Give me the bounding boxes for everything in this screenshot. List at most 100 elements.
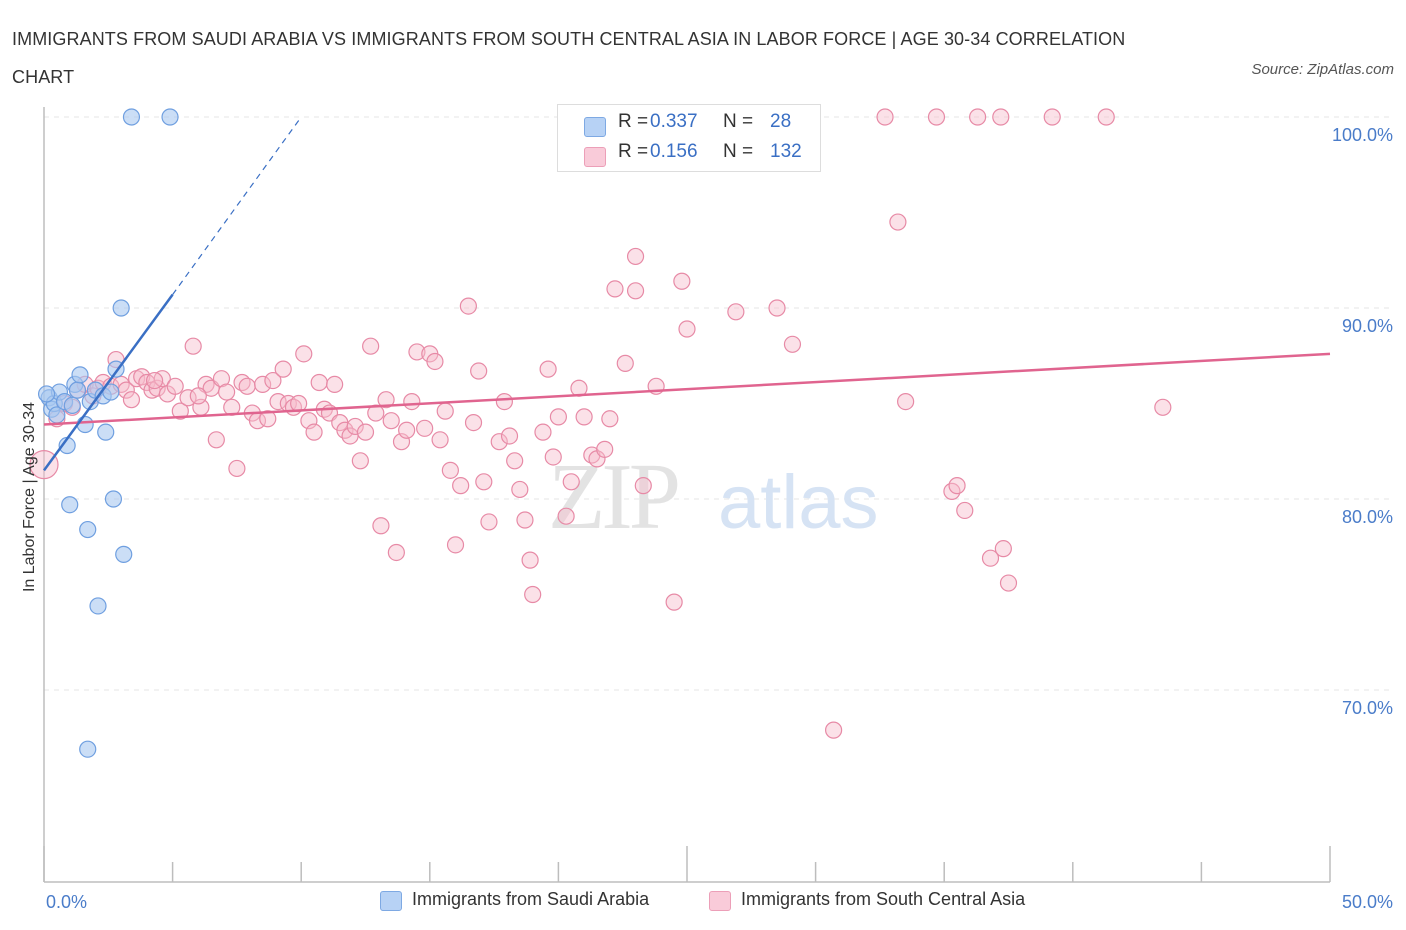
y-tick-label: 70.0%	[1342, 698, 1393, 718]
data-point-south-central-asia	[665, 593, 683, 611]
data-point-south-central-asia	[269, 392, 287, 411]
data-point-south-central-asia	[207, 431, 225, 449]
data-point-south-central-asia	[524, 585, 542, 604]
data-point-saudi-arabia	[79, 520, 97, 539]
data-point-south-central-asia	[264, 371, 282, 390]
y-tick-labels: 70.0% 80.0% 90.0% 100.0%	[1332, 125, 1393, 718]
data-point-south-central-asia	[500, 427, 519, 445]
legend-label: Immigrants from South Central Asia	[741, 889, 1026, 909]
data-point-south-central-asia	[470, 362, 488, 380]
legend-label: Immigrants from Saudi Arabia	[412, 889, 650, 909]
data-point-south-central-asia	[441, 461, 459, 479]
data-point-south-central-asia	[295, 345, 313, 363]
x-tick-label: 0.0%	[46, 892, 87, 912]
data-point-south-central-asia	[184, 337, 202, 355]
data-point-south-central-asia	[305, 423, 323, 441]
data-point-south-central-asia	[948, 477, 966, 495]
y-tick-label: 100.0%	[1332, 125, 1393, 145]
trend-line-south-central-asia	[43, 352, 1331, 426]
legend-swatch-blue	[380, 891, 402, 911]
r-label: R =	[618, 141, 649, 162]
data-point-south-central-asia	[557, 507, 575, 525]
gridlines	[44, 116, 1390, 691]
trend-lines	[42, 116, 1331, 472]
data-point-south-central-asia	[464, 414, 483, 432]
stats-legend: R = 0.337 N = 28 R = 0.156 N = 132	[557, 104, 821, 172]
data-point-south-central-asia	[1097, 108, 1115, 126]
trend-line-saudi-arabia-extrapolated	[172, 116, 302, 295]
data-point-south-central-asia	[122, 391, 141, 409]
data-point-south-central-asia	[346, 417, 364, 436]
data-point-south-central-asia	[616, 354, 634, 372]
series-south-central-asia	[29, 108, 1172, 739]
data-point-south-central-asia	[727, 303, 745, 321]
data-point-south-central-asia	[783, 335, 802, 353]
data-point-south-central-asia	[606, 280, 624, 298]
data-point-south-central-asia	[927, 108, 946, 126]
data-point-south-central-asia	[403, 392, 421, 411]
data-point-saudi-arabia	[71, 366, 89, 384]
data-point-south-central-asia	[382, 412, 400, 430]
chart-title: IMMIGRANTS FROM SAUDI ARABIA VS IMMIGRAN…	[12, 29, 1126, 87]
data-point-south-central-asia	[436, 402, 454, 420]
data-point-south-central-asia	[480, 513, 498, 531]
data-point-south-central-asia	[889, 213, 907, 231]
data-point-south-central-asia	[897, 392, 915, 411]
r-value: 0.337	[650, 111, 698, 132]
data-point-saudi-arabia	[68, 381, 87, 399]
legend-swatch-pink	[709, 891, 731, 911]
data-point-south-central-asia	[601, 410, 619, 428]
data-point-south-central-asia	[218, 383, 236, 401]
data-point-saudi-arabia	[76, 415, 94, 434]
data-point-south-central-asia	[228, 459, 246, 478]
data-point-south-central-asia	[562, 473, 580, 491]
data-point-south-central-asia	[274, 360, 292, 378]
data-point-saudi-arabia	[79, 740, 97, 758]
data-point-south-central-asia	[238, 377, 256, 395]
data-point-south-central-asia	[387, 543, 405, 562]
data-point-south-central-asia	[416, 419, 434, 437]
series-saudi-arabia	[37, 108, 179, 758]
data-point-south-central-asia	[310, 373, 328, 392]
n-value: 28	[770, 111, 792, 132]
data-point-saudi-arabia	[112, 299, 130, 317]
data-point-south-central-asia	[549, 408, 568, 426]
y-tick-label: 90.0%	[1342, 316, 1393, 336]
data-point-south-central-asia	[189, 387, 207, 405]
y-axis-label: In Labor Force | Age 30-34	[21, 402, 38, 592]
legend-swatch-blue	[584, 117, 606, 137]
data-point-saudi-arabia	[102, 383, 120, 401]
data-point-south-central-asia	[452, 477, 470, 495]
data-point-south-central-asia	[999, 574, 1018, 592]
data-point-south-central-asia	[166, 377, 184, 395]
n-label: N =	[723, 111, 754, 132]
x-tick-label: 50.0%	[1342, 892, 1393, 912]
data-point-saudi-arabia	[161, 108, 179, 126]
n-label: N =	[723, 141, 754, 162]
data-point-south-central-asia	[495, 392, 513, 411]
data-point-south-central-asia	[539, 360, 557, 378]
data-point-south-central-asia	[626, 247, 645, 266]
data-point-south-central-asia	[372, 517, 390, 535]
n-value: 132	[770, 141, 802, 162]
data-point-south-central-asia	[408, 343, 426, 361]
data-point-south-central-asia	[534, 423, 552, 441]
data-point-saudi-arabia	[115, 545, 133, 563]
data-point-south-central-asia	[596, 440, 614, 458]
data-point-south-central-asia	[426, 352, 444, 371]
data-point-saudi-arabia	[104, 490, 123, 508]
data-point-south-central-asia	[521, 551, 539, 569]
r-value: 0.156	[650, 141, 698, 162]
data-point-south-central-asia	[994, 540, 1012, 558]
legend-swatch-pink	[584, 147, 606, 167]
r-label: R =	[618, 111, 649, 132]
data-point-south-central-asia	[254, 375, 272, 393]
data-point-south-central-asia	[626, 282, 645, 300]
data-point-south-central-asia	[511, 480, 529, 499]
data-point-south-central-asia	[377, 391, 395, 409]
data-point-south-central-asia	[544, 448, 562, 466]
data-point-south-central-asia	[145, 371, 164, 390]
data-point-saudi-arabia	[89, 597, 107, 615]
data-point-south-central-asia	[29, 450, 59, 480]
